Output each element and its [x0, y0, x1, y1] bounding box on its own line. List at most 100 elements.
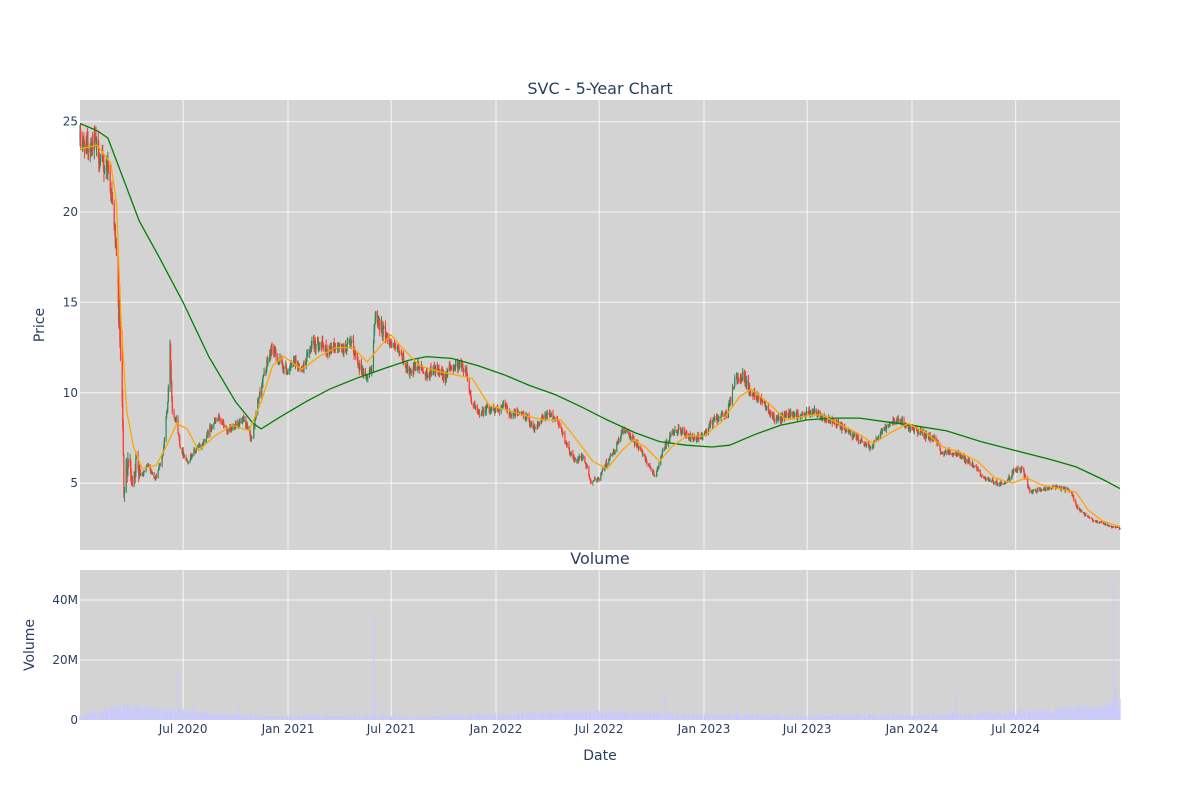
candle-body	[556, 420, 559, 422]
volume-bar	[586, 712, 588, 720]
candle-body	[1003, 483, 1005, 485]
candle-body	[1091, 518, 1093, 520]
candle-body	[215, 420, 217, 422]
candle-body	[949, 451, 951, 454]
candle-body	[589, 479, 592, 482]
candle-body	[1023, 468, 1025, 472]
candle-body	[832, 420, 834, 424]
candle-body	[182, 449, 184, 456]
candle-body	[191, 456, 193, 458]
candle-body	[254, 419, 256, 428]
volume-bar	[881, 713, 883, 720]
volume-bar	[629, 710, 632, 720]
candle-body	[568, 448, 571, 453]
volume-bar	[347, 717, 349, 720]
candle-body	[241, 420, 244, 422]
volume-bar	[115, 706, 118, 720]
candle-body	[628, 430, 630, 436]
candle-body	[754, 391, 756, 398]
candle-body	[1000, 482, 1003, 484]
candle-body	[233, 425, 236, 429]
candle-body	[844, 426, 846, 430]
candle-body	[956, 455, 959, 456]
volume-bar	[582, 708, 584, 720]
volume-bar	[414, 716, 416, 720]
candle-body	[855, 434, 857, 438]
candle-body	[135, 458, 137, 474]
candle-body	[538, 424, 540, 426]
volume-bar	[438, 718, 441, 720]
volume-bar	[450, 715, 452, 720]
candle-body	[968, 459, 971, 464]
candle-body	[979, 471, 981, 476]
candle-body	[512, 415, 514, 417]
candle-body	[644, 456, 646, 460]
volume-bar	[597, 711, 599, 720]
candle-body	[173, 411, 175, 418]
candle-body	[849, 430, 851, 434]
volume-chart-title: Volume	[570, 549, 630, 568]
candle-body	[462, 369, 465, 373]
volume-bar	[993, 715, 995, 720]
candle-body	[800, 415, 802, 417]
candle-body	[131, 478, 134, 486]
volume-bar	[821, 714, 824, 720]
candle-body	[935, 437, 937, 442]
volume-bar	[957, 713, 959, 720]
volume-bar	[482, 714, 485, 720]
candle-body	[594, 478, 596, 480]
candle-body	[682, 429, 684, 432]
volume-bar	[343, 717, 345, 720]
candle-body	[1037, 488, 1039, 491]
volume-bar	[774, 715, 776, 720]
volume-bar	[937, 713, 939, 720]
candle-body	[383, 327, 385, 328]
candle-body	[760, 397, 763, 400]
volume-bar	[1037, 714, 1039, 720]
candle-body	[560, 426, 562, 429]
volume-bar	[742, 714, 744, 720]
candle-body	[586, 465, 588, 469]
candle-body	[431, 372, 433, 375]
candle-body	[893, 420, 895, 423]
candle-body	[1082, 512, 1085, 514]
volume-bar	[757, 715, 759, 720]
candle-body	[432, 366, 434, 375]
volume-bar	[598, 711, 600, 720]
candle-body	[677, 431, 679, 433]
candle-body	[223, 425, 225, 427]
candle-body	[861, 440, 864, 443]
candle-body	[664, 448, 666, 451]
candle-body	[944, 451, 946, 453]
volume-bar	[1061, 707, 1063, 720]
candle-body	[460, 360, 462, 368]
candle-body	[593, 478, 596, 481]
candle-body	[334, 343, 336, 348]
candle-body	[991, 480, 993, 482]
volume-bar	[311, 715, 313, 720]
price-y-tick-label: 15	[63, 295, 78, 309]
candle-body	[285, 365, 287, 374]
volume-bar	[626, 711, 628, 720]
candle-body	[493, 407, 495, 411]
candle-body	[658, 464, 660, 468]
volume-bar	[664, 696, 666, 720]
candle-body	[746, 379, 748, 385]
candle-body	[1016, 469, 1019, 472]
candle-body	[626, 430, 628, 432]
candle-body	[185, 457, 187, 460]
volume-bar	[855, 713, 857, 720]
volume-bar	[762, 715, 764, 720]
candle-body	[461, 363, 463, 366]
price-y-tick-label: 5	[70, 476, 78, 490]
volume-bar	[103, 708, 106, 720]
candle-body	[560, 428, 563, 430]
candle-body	[900, 421, 902, 423]
volume-bar	[805, 716, 808, 720]
candle-body	[488, 404, 490, 411]
volume-bar	[107, 710, 110, 720]
volume-bar	[303, 715, 305, 720]
candle-body	[97, 139, 99, 148]
candle-body	[630, 436, 632, 439]
volume-bar	[309, 715, 311, 720]
